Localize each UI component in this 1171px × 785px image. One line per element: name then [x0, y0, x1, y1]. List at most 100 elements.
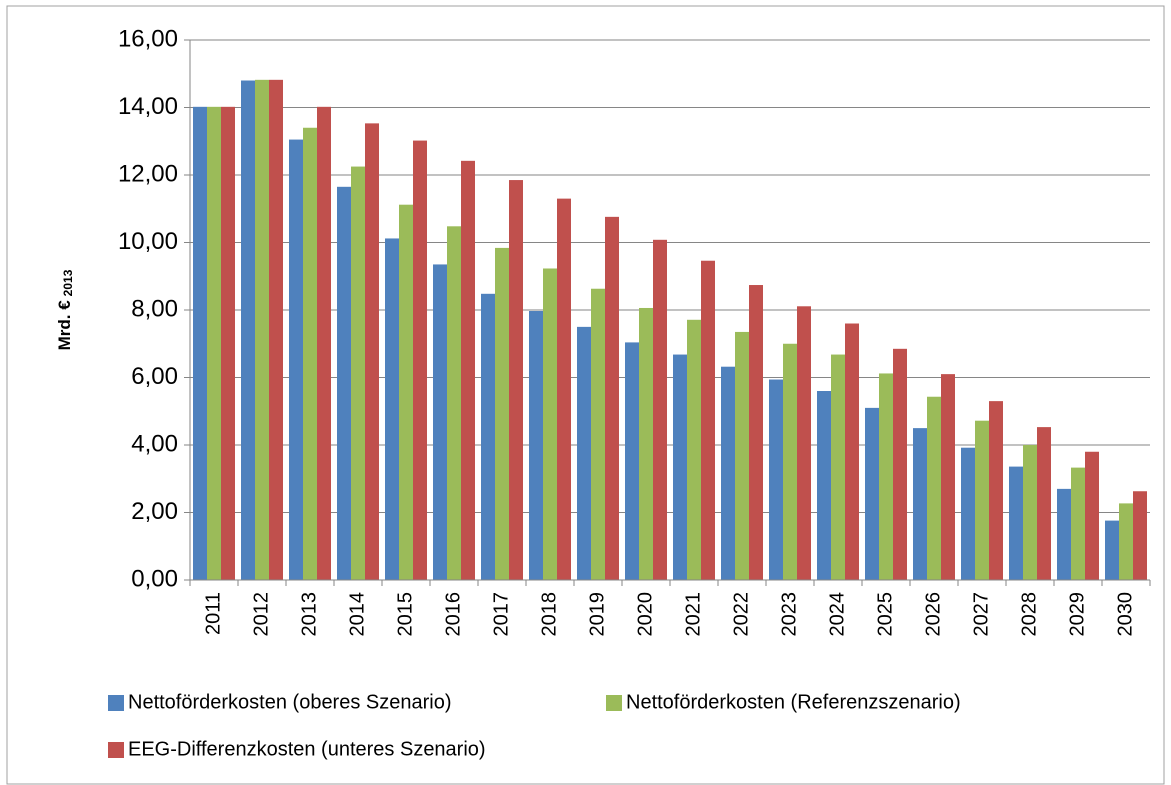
bar [557, 198, 571, 580]
bar [543, 268, 557, 580]
bar [975, 420, 989, 580]
legend-swatch [108, 742, 124, 758]
x-tick-label: 2029 [1066, 592, 1088, 637]
bar [413, 140, 427, 580]
bar [317, 106, 331, 580]
y-tick-label: 0,00 [131, 565, 178, 592]
y-axis-label-main: Mrd. € [55, 300, 74, 351]
bar [1105, 520, 1119, 580]
y-tick-label: 2,00 [131, 498, 178, 525]
bar [605, 216, 619, 580]
bar [961, 447, 975, 580]
bar [865, 407, 879, 580]
bar [845, 323, 859, 580]
bar [1023, 445, 1037, 580]
y-tick-label: 14,00 [118, 93, 178, 120]
bar [241, 80, 255, 580]
bar [701, 260, 715, 580]
bar [1037, 427, 1051, 580]
chart-frame [6, 5, 1165, 785]
legend-label: EEG-Differenzkosten (unteres Szenario) [128, 738, 486, 760]
bar [207, 106, 221, 580]
y-tick-label: 12,00 [118, 160, 178, 187]
bar [193, 106, 207, 580]
bar [509, 180, 523, 580]
bar [989, 401, 1003, 580]
y-tick-label: 6,00 [131, 363, 178, 390]
bar [653, 239, 667, 581]
bar [461, 160, 475, 580]
bar [447, 226, 461, 581]
x-tick-label: 2018 [538, 592, 560, 637]
legend-swatch [606, 695, 622, 711]
x-tick-label: 2026 [922, 592, 944, 637]
x-tick-label: 2014 [346, 592, 368, 637]
bar [1085, 451, 1099, 580]
y-tick-label: 8,00 [131, 295, 178, 322]
bar [893, 348, 907, 580]
bar [625, 342, 639, 580]
bar [365, 123, 379, 581]
x-tick-label: 2024 [826, 592, 848, 637]
x-tick-label: 2020 [634, 592, 656, 637]
y-axis-label-sub: 2013 [61, 269, 75, 296]
bar [941, 374, 955, 580]
bar [399, 204, 413, 580]
bar [385, 238, 399, 580]
bar [927, 396, 941, 580]
bar [1133, 491, 1147, 580]
bar [639, 307, 653, 580]
x-tick-label: 2027 [970, 592, 992, 637]
legend-label: Nettoförderkosten (Referenzszenario) [626, 691, 961, 713]
x-tick-label: 2025 [874, 592, 896, 637]
bar [529, 311, 543, 580]
bar [255, 79, 269, 580]
x-tick-label: 2012 [250, 592, 272, 637]
bar [433, 264, 447, 580]
bar [879, 373, 893, 580]
x-tick-label: 2017 [490, 592, 512, 637]
bar [817, 391, 831, 580]
y-tick-label: 4,00 [131, 430, 178, 457]
bar [351, 166, 365, 580]
bar [337, 186, 351, 580]
legend-swatch [108, 695, 124, 711]
bar [721, 366, 735, 580]
bar [687, 319, 701, 580]
y-tick-label: 16,00 [118, 25, 178, 52]
bar [577, 326, 591, 580]
bar [749, 285, 763, 580]
bar [481, 293, 495, 580]
x-tick-label: 2021 [682, 592, 704, 637]
x-tick-label: 2016 [442, 592, 464, 637]
bar [673, 354, 687, 580]
x-tick-label: 2023 [778, 592, 800, 637]
bar [735, 331, 749, 580]
y-tick-label: 10,00 [118, 228, 178, 255]
bar [289, 139, 303, 580]
bar [1071, 467, 1085, 580]
bar [831, 354, 845, 580]
bar [591, 288, 605, 580]
bar [769, 379, 783, 580]
bar [303, 127, 317, 580]
bar [913, 428, 927, 580]
x-tick-label: 2019 [586, 592, 608, 637]
bar [783, 343, 797, 580]
bar [269, 79, 283, 580]
bar [1119, 503, 1133, 580]
x-tick-label: 2011 [202, 592, 224, 635]
x-tick-label: 2030 [1114, 592, 1136, 637]
legend-label: Nettoförderkosten (oberes Szenario) [128, 691, 452, 713]
bar [1009, 466, 1023, 580]
x-tick-label: 2028 [1018, 592, 1040, 637]
x-tick-label: 2013 [298, 592, 320, 637]
x-tick-label: 2015 [394, 592, 416, 637]
bar [1057, 488, 1071, 580]
bar [221, 106, 235, 580]
bar [797, 306, 811, 580]
y-axis-label: Mrd. € 2013 [55, 269, 75, 350]
bar [495, 247, 509, 580]
x-tick-label: 2022 [730, 592, 752, 637]
